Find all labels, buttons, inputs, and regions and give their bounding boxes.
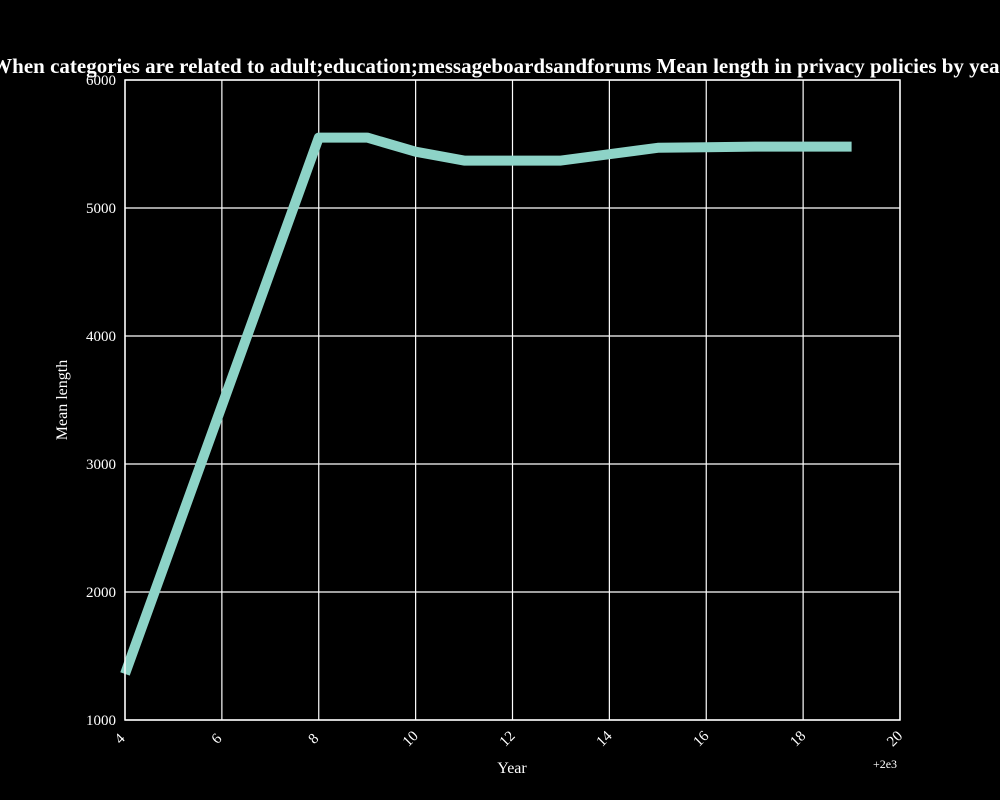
x-tick-label: 16 [690, 728, 712, 750]
y-tick-label: 6000 [86, 73, 116, 89]
x-offset-label: +2e3 [873, 757, 897, 771]
series-line [120, 132, 852, 676]
x-tick-label: 4 [112, 731, 129, 748]
x-axis-label: Year [497, 760, 527, 777]
y-tick-label: 3000 [86, 457, 116, 473]
grid [124, 79, 901, 721]
y-axis-label: Mean length [54, 360, 71, 440]
x-tick-label: 12 [497, 728, 519, 750]
x-tick-label: 18 [787, 728, 809, 750]
plot-frame [124, 79, 901, 721]
series-layer [120, 132, 852, 676]
y-tick-label: 5000 [86, 201, 116, 217]
y-tick-label: 2000 [86, 585, 116, 601]
chart-title: When categories are related to adult;edu… [0, 54, 1000, 78]
tick-labels: 4 6 8 10 12 14 16 18 20 1000 2000 3000 4000 5000 6000 [86, 73, 906, 750]
y-tick-label: 1000 [86, 713, 116, 729]
x-tick-label: 8 [306, 731, 323, 748]
y-tick-label: 4000 [86, 329, 116, 345]
x-tick-label: 6 [209, 731, 226, 748]
x-tick-label: 20 [884, 728, 906, 750]
x-tick-label: 10 [400, 728, 422, 750]
x-tick-label: 14 [594, 728, 616, 750]
